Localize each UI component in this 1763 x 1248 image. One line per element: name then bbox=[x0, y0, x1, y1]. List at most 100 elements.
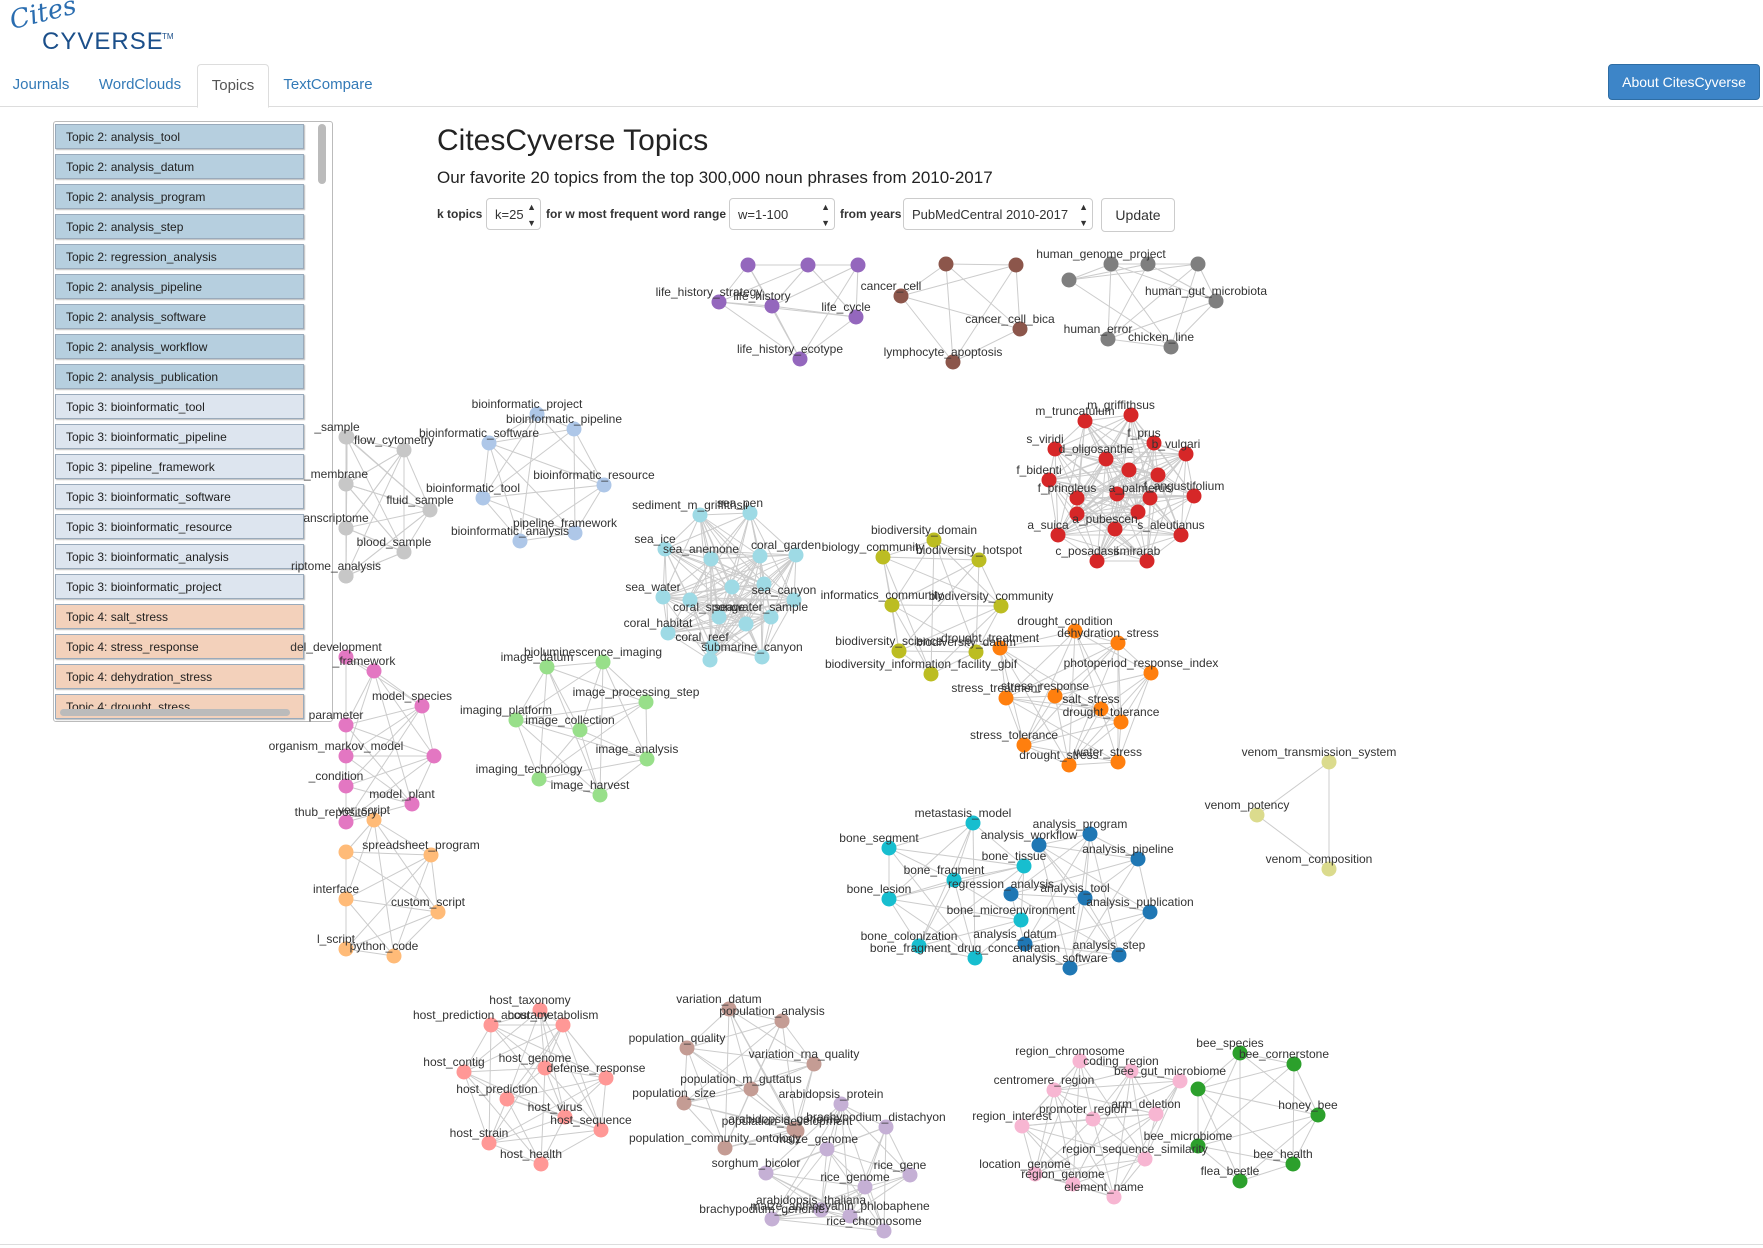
years-select[interactable]: PubMedCentral 2010-2017 ▲ ▼ bbox=[903, 198, 1093, 230]
graph-node[interactable] bbox=[338, 748, 354, 764]
graph-node[interactable] bbox=[788, 547, 804, 563]
graph-node[interactable] bbox=[1121, 462, 1137, 478]
graph-node[interactable] bbox=[806, 1056, 822, 1072]
graph-node[interactable] bbox=[742, 505, 758, 521]
graph-node[interactable] bbox=[965, 815, 981, 831]
graph-node[interactable] bbox=[1061, 757, 1077, 773]
topic-list-item[interactable]: Topic 2: regression_analysis bbox=[55, 244, 304, 269]
graph-node[interactable] bbox=[1321, 754, 1337, 770]
topic-list-item[interactable]: Topic 2: analysis_software bbox=[55, 304, 304, 329]
graph-node[interactable] bbox=[946, 872, 962, 888]
citescyverse-logo[interactable]: Cites CYVERSE TM bbox=[7, 0, 174, 56]
topic-list-item[interactable]: Topic 3: bioinformatic_analysis bbox=[55, 544, 304, 569]
graph-node[interactable] bbox=[338, 778, 354, 794]
graph-node[interactable] bbox=[813, 1202, 829, 1218]
graph-node[interactable] bbox=[789, 1123, 805, 1139]
graph-node[interactable] bbox=[539, 659, 555, 675]
graph-node[interactable] bbox=[396, 442, 412, 458]
graph-node[interactable] bbox=[774, 1013, 790, 1029]
topic-list-item[interactable]: Topic 2: analysis_pipeline bbox=[55, 274, 304, 299]
topic-list-item[interactable]: Topic 3: bioinformatic_tool bbox=[55, 394, 304, 419]
tab-textcompare[interactable]: TextCompare bbox=[283, 76, 373, 93]
graph-node[interactable] bbox=[595, 654, 611, 670]
graph-node[interactable] bbox=[752, 548, 768, 564]
graph-node[interactable] bbox=[1077, 413, 1093, 429]
graph-node[interactable] bbox=[968, 644, 984, 660]
graph-node[interactable] bbox=[430, 904, 446, 920]
graph-node[interactable] bbox=[1003, 886, 1019, 902]
topic-list-item[interactable]: Topic 3: pipeline_framework bbox=[55, 454, 304, 479]
graph-node[interactable] bbox=[1186, 488, 1202, 504]
graph-node[interactable] bbox=[938, 256, 954, 272]
graph-node[interactable] bbox=[1178, 446, 1194, 462]
graph-node[interactable] bbox=[1137, 1151, 1153, 1167]
topic-list-item[interactable]: Topic 4: dehydration_stress bbox=[55, 664, 304, 689]
graph-node[interactable] bbox=[902, 1167, 918, 1183]
graph-node[interactable] bbox=[1140, 256, 1156, 272]
graph-node[interactable] bbox=[1113, 714, 1129, 730]
graph-node[interactable] bbox=[414, 698, 430, 714]
topic-list-item[interactable]: Topic 3: bioinformatic_resource bbox=[55, 514, 304, 539]
graph-node[interactable] bbox=[1082, 826, 1098, 842]
graph-node[interactable] bbox=[1050, 527, 1066, 543]
graph-node[interactable] bbox=[1041, 472, 1057, 488]
graph-node[interactable] bbox=[833, 1096, 849, 1112]
graph-node[interactable] bbox=[1286, 1056, 1302, 1072]
graph-node[interactable] bbox=[881, 840, 897, 856]
topic-list-item[interactable]: Topic 2: analysis_program bbox=[55, 184, 304, 209]
graph-node[interactable] bbox=[338, 941, 354, 957]
graph-node[interactable] bbox=[1013, 912, 1029, 928]
graph-node[interactable] bbox=[499, 1091, 515, 1107]
graph-node[interactable] bbox=[1077, 890, 1093, 906]
graph-node[interactable] bbox=[338, 844, 354, 860]
graph-node[interactable] bbox=[508, 712, 524, 728]
topic-list-item[interactable]: Topic 3: bioinformatic_project bbox=[55, 574, 304, 599]
graph-node[interactable] bbox=[422, 502, 438, 518]
graph-node[interactable] bbox=[792, 351, 808, 367]
graph-node[interactable] bbox=[1142, 904, 1158, 920]
graph-node[interactable] bbox=[743, 1081, 759, 1097]
graph-node[interactable] bbox=[971, 552, 987, 568]
k-topics-select[interactable]: k=25 ▲ ▼ bbox=[486, 198, 541, 230]
graph-node[interactable] bbox=[692, 507, 708, 523]
graph-node[interactable] bbox=[704, 639, 720, 655]
graph-node[interactable] bbox=[842, 1208, 858, 1224]
graph-node[interactable] bbox=[338, 568, 354, 584]
graph-node[interactable] bbox=[740, 257, 756, 273]
topic-list-item[interactable]: Topic 2: analysis_datum bbox=[55, 154, 304, 179]
graph-node[interactable] bbox=[1146, 435, 1162, 451]
graph-node[interactable] bbox=[1150, 467, 1166, 483]
graph-node[interactable] bbox=[676, 1095, 692, 1111]
graph-node[interactable] bbox=[1208, 293, 1224, 309]
graph-node[interactable] bbox=[1321, 861, 1337, 877]
graph-node[interactable] bbox=[338, 476, 354, 492]
graph-node[interactable] bbox=[481, 1135, 497, 1151]
graph-node[interactable] bbox=[339, 429, 355, 445]
graph-node[interactable] bbox=[423, 847, 439, 863]
topic-list-item[interactable]: Topic 2: analysis_workflow bbox=[55, 334, 304, 359]
graph-node[interactable] bbox=[764, 1211, 780, 1227]
graph-node[interactable] bbox=[1190, 1138, 1206, 1154]
graph-node[interactable] bbox=[1016, 737, 1032, 753]
graph-node[interactable] bbox=[456, 1064, 472, 1080]
graph-node[interactable] bbox=[1085, 1111, 1101, 1127]
graph-node[interactable] bbox=[426, 748, 442, 764]
horizontal-scrollbar[interactable] bbox=[60, 709, 290, 716]
graph-node[interactable] bbox=[1008, 257, 1024, 273]
graph-node[interactable] bbox=[992, 640, 1008, 656]
graph-node[interactable] bbox=[512, 533, 528, 549]
graph-node[interactable] bbox=[1047, 688, 1063, 704]
graph-node[interactable] bbox=[1103, 256, 1119, 272]
graph-node[interactable] bbox=[756, 576, 772, 592]
graph-node[interactable] bbox=[532, 1002, 548, 1018]
graph-node[interactable] bbox=[1142, 490, 1158, 506]
graph-node[interactable] bbox=[1012, 321, 1028, 337]
graph-node[interactable] bbox=[682, 592, 698, 608]
graph-node[interactable] bbox=[592, 787, 608, 803]
graph-node[interactable] bbox=[1110, 754, 1126, 770]
graph-node[interactable] bbox=[638, 694, 654, 710]
graph-node[interactable] bbox=[1285, 1156, 1301, 1172]
graph-node[interactable] bbox=[1047, 441, 1063, 457]
graph-node[interactable] bbox=[738, 616, 754, 632]
tab-journals[interactable]: Journals bbox=[12, 76, 70, 93]
